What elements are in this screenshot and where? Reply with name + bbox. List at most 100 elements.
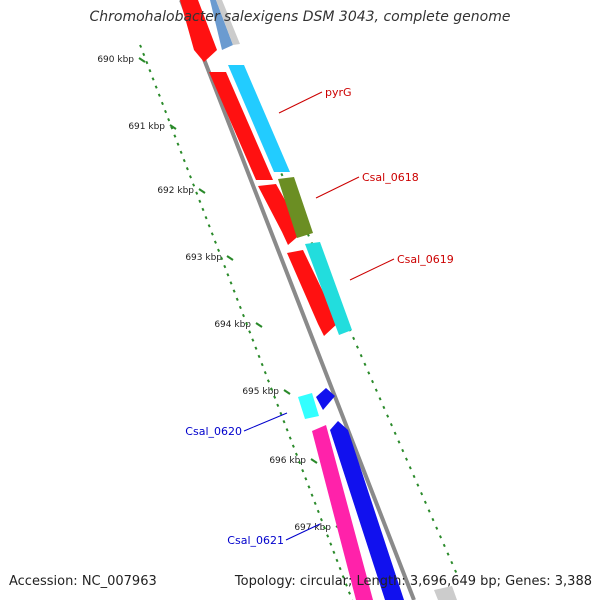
inner-guide-dot (235, 297, 239, 301)
topology-text: Topology: circular; Length: 3,696,649 bp… (234, 574, 592, 589)
outer-guide-dot (386, 414, 390, 418)
tick-label: 690 kbp (97, 55, 134, 65)
tick-mark (310, 458, 318, 464)
outer-guide-dot (374, 388, 378, 392)
inner-guide-dot (173, 134, 177, 138)
gene-block-bottom-grey[interactable] (434, 586, 457, 600)
outer-guide-dot (450, 560, 454, 565)
inner-guide-dot (232, 289, 236, 293)
inner-guide-dot (254, 346, 258, 350)
tick-label: 697 kbp (294, 523, 331, 533)
inner-guide-dot (270, 387, 274, 391)
inner-guide-dot (273, 395, 277, 399)
inner-guide-dot (279, 411, 283, 416)
outer-guide-dot (382, 405, 386, 410)
inner-guide-dot (139, 44, 143, 48)
gene-pyrG-left[interactable] (209, 72, 273, 180)
inner-guide-dot (285, 428, 289, 432)
map-title: Chromohalobacter salexigens DSM 3043, co… (89, 9, 511, 25)
tick-mark (226, 255, 234, 261)
inner-guide-dot (170, 126, 174, 130)
inner-guide-dot (201, 207, 205, 212)
inner-guide-dot (248, 330, 252, 334)
inner-guide-dot (238, 305, 242, 310)
inner-guide-dot (294, 452, 298, 457)
inner-guide-dot (226, 273, 230, 277)
genome-backbone (179, 0, 416, 600)
inner-guide-dot (301, 468, 305, 473)
outer-guide-dot (352, 336, 356, 341)
outer-guide-dot (442, 543, 446, 548)
inner-guide-dot (329, 542, 333, 546)
gene-pyrG-right[interactable] (228, 65, 290, 172)
gene-label[interactable]: pyrG (325, 86, 352, 99)
outer-guide-dot (371, 379, 375, 384)
inner-guide-dot (223, 264, 227, 269)
outer-guide-dot (397, 440, 401, 444)
outer-guide-dot (280, 173, 284, 177)
outer-guide-dot (363, 362, 367, 367)
inner-guide-dot (154, 85, 158, 89)
tick-label: 694 kbp (214, 320, 251, 330)
outer-guide-dot (378, 397, 382, 401)
gene-block-top-grey[interactable] (216, 0, 240, 45)
gene-csal0621-blue[interactable] (330, 421, 404, 600)
inner-guide-dot (266, 379, 270, 383)
gene-label[interactable]: Csal_0618 (362, 171, 419, 184)
inner-guide-dot (229, 281, 233, 285)
tick-mark (169, 124, 177, 130)
gene-label[interactable]: Csal_0620 (185, 425, 242, 438)
inner-guide-dot (298, 460, 302, 465)
outer-guide-dot (438, 535, 442, 539)
outer-guide-dot (359, 354, 363, 358)
outer-guide-dot (355, 345, 359, 349)
inner-guide-dot (160, 101, 164, 106)
inner-guide-dot (167, 118, 171, 122)
inner-guide-dot (142, 52, 146, 57)
inner-guide-dot (213, 240, 217, 244)
inner-guide-dot (195, 191, 199, 195)
gene-block-top-steelblue[interactable] (210, 0, 233, 50)
outer-guide-dot (367, 371, 371, 375)
outer-guide-dot (393, 431, 397, 436)
outer-guide-dot (454, 569, 458, 573)
tick-label: 695 kbp (242, 387, 279, 397)
gene-label[interactable]: Csal_0619 (397, 253, 454, 266)
gene-csal0619-left[interactable] (287, 250, 338, 336)
gene-small-blue[interactable] (316, 388, 335, 410)
gene-label-leader (349, 258, 395, 281)
dotted-guide-lines (139, 44, 458, 600)
inner-guide-dot (282, 420, 286, 424)
outer-guide-dot (408, 466, 412, 470)
gene-arrow-top-left[interactable] (180, 0, 217, 62)
inner-guide-dot (182, 158, 186, 163)
gene-label-leader (278, 91, 323, 114)
inner-guide-dot (188, 175, 192, 179)
inner-guide-dot (335, 558, 339, 563)
outer-guide-dot (431, 517, 435, 522)
inner-guide-dot (347, 591, 351, 595)
inner-guide-dot (204, 215, 208, 220)
inner-guide-dot (319, 517, 323, 522)
gene-csal0620[interactable] (298, 393, 319, 419)
inner-guide-dot (145, 60, 149, 65)
gene-csal0621-pink[interactable] (312, 425, 373, 600)
inner-guide-dot (176, 142, 180, 146)
outer-guide-dot (401, 448, 405, 453)
gene-csal0618-left[interactable] (258, 184, 303, 245)
inner-guide-dot (220, 256, 224, 261)
inner-guide-dot (241, 313, 245, 318)
tick-label: 696 kbp (269, 456, 306, 466)
inner-guide-dot (217, 248, 221, 252)
inner-guide-dot (307, 485, 311, 489)
inner-guide-dot (179, 150, 183, 155)
outer-guide-dot (416, 483, 420, 487)
inner-guide-dot (326, 534, 330, 538)
gene-csal0618[interactable] (278, 177, 313, 238)
gene-label-leader (243, 412, 288, 432)
gene-csal0619[interactable] (305, 242, 352, 335)
inner-guide-dot (338, 566, 342, 571)
tick-label: 691 kbp (128, 122, 165, 132)
gene-label[interactable]: Csal_0621 (227, 534, 284, 547)
